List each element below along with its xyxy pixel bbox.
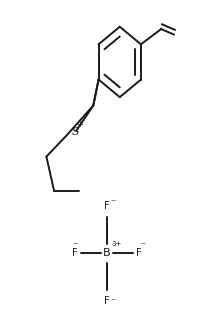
Text: ⁻: ⁻ bbox=[140, 241, 145, 251]
Text: F: F bbox=[136, 248, 142, 258]
Text: F: F bbox=[72, 248, 78, 258]
Text: B: B bbox=[103, 248, 111, 258]
Text: S: S bbox=[72, 127, 80, 137]
Text: ⁻: ⁻ bbox=[73, 241, 78, 251]
Text: 3+: 3+ bbox=[112, 241, 122, 247]
Text: +: + bbox=[77, 120, 83, 129]
Text: ⁻: ⁻ bbox=[111, 199, 116, 209]
Text: ⁻: ⁻ bbox=[111, 297, 116, 307]
Text: F: F bbox=[104, 296, 110, 306]
Text: F: F bbox=[104, 201, 110, 211]
